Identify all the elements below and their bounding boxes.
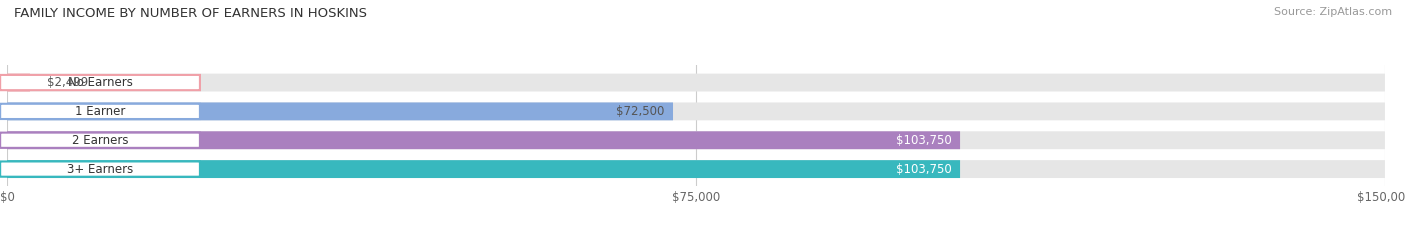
FancyBboxPatch shape	[7, 131, 1385, 149]
FancyBboxPatch shape	[0, 133, 200, 148]
FancyBboxPatch shape	[0, 104, 200, 119]
FancyBboxPatch shape	[7, 74, 30, 92]
Text: 3+ Earners: 3+ Earners	[67, 163, 134, 176]
FancyBboxPatch shape	[7, 160, 960, 178]
Text: No Earners: No Earners	[67, 76, 132, 89]
FancyBboxPatch shape	[7, 103, 673, 120]
FancyBboxPatch shape	[0, 161, 200, 177]
Text: 2 Earners: 2 Earners	[72, 134, 128, 147]
FancyBboxPatch shape	[7, 74, 1385, 92]
Text: 1 Earner: 1 Earner	[75, 105, 125, 118]
Text: Source: ZipAtlas.com: Source: ZipAtlas.com	[1274, 7, 1392, 17]
FancyBboxPatch shape	[7, 103, 1385, 120]
FancyBboxPatch shape	[7, 160, 1385, 178]
FancyBboxPatch shape	[0, 75, 200, 90]
Text: $2,499: $2,499	[46, 76, 87, 89]
FancyBboxPatch shape	[7, 131, 960, 149]
Text: $103,750: $103,750	[896, 134, 952, 147]
Text: $103,750: $103,750	[896, 163, 952, 176]
Text: $72,500: $72,500	[616, 105, 665, 118]
Text: FAMILY INCOME BY NUMBER OF EARNERS IN HOSKINS: FAMILY INCOME BY NUMBER OF EARNERS IN HO…	[14, 7, 367, 20]
